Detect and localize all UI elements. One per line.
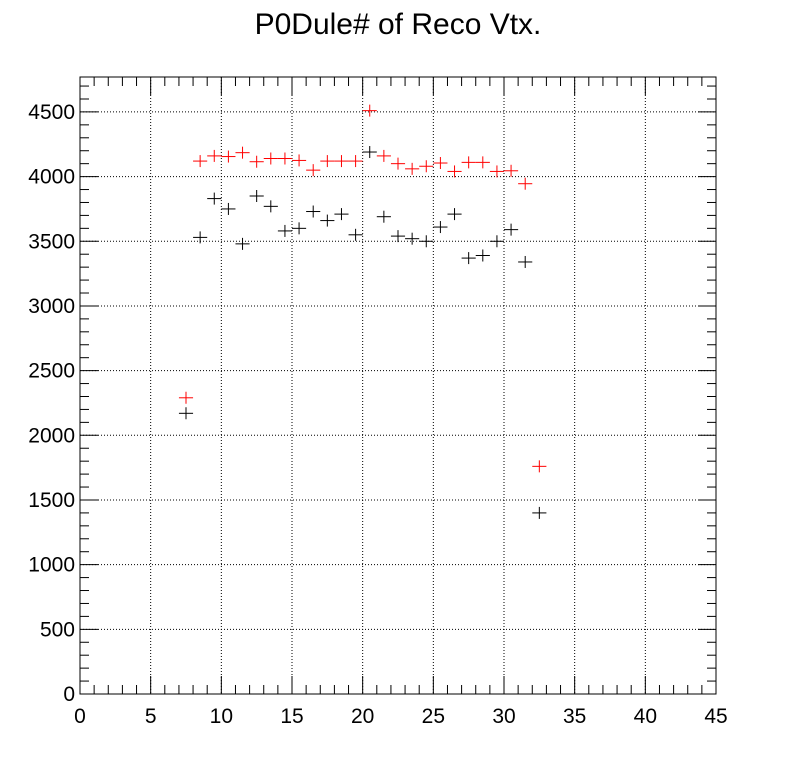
data-point bbox=[277, 224, 292, 237]
data-point bbox=[518, 255, 533, 268]
data-point bbox=[390, 157, 406, 170]
data-point bbox=[263, 152, 278, 165]
data-point bbox=[419, 235, 434, 248]
data-point bbox=[348, 155, 363, 168]
data-point bbox=[489, 165, 504, 178]
data-point bbox=[348, 228, 363, 241]
data-point bbox=[376, 210, 391, 223]
data-point bbox=[532, 460, 547, 473]
y-tick-label: 3500 bbox=[28, 230, 75, 253]
data-point bbox=[461, 252, 476, 265]
data-point bbox=[489, 235, 504, 248]
x-tick-label: 45 bbox=[704, 705, 727, 728]
data-point bbox=[249, 155, 264, 168]
data-point bbox=[461, 156, 476, 169]
data-point bbox=[235, 146, 250, 159]
data-point bbox=[235, 237, 250, 250]
y-tick-label: 4000 bbox=[28, 166, 75, 189]
data-point bbox=[207, 149, 222, 162]
data-point bbox=[277, 152, 292, 165]
x-tick-label: 25 bbox=[422, 705, 445, 728]
data-point bbox=[433, 157, 448, 170]
data-point bbox=[320, 155, 335, 168]
y-tick-label: 1500 bbox=[28, 489, 75, 512]
series-0 bbox=[178, 104, 547, 473]
data-point bbox=[178, 391, 194, 404]
data-point bbox=[306, 205, 321, 218]
data-point bbox=[334, 155, 349, 168]
data-point bbox=[221, 202, 236, 215]
data-point bbox=[447, 208, 462, 221]
data-point bbox=[362, 146, 377, 159]
data-point bbox=[390, 230, 406, 243]
data-point bbox=[334, 208, 349, 221]
data-point bbox=[405, 232, 420, 245]
data-point bbox=[249, 190, 264, 203]
plot-frame bbox=[79, 76, 717, 695]
series-1 bbox=[178, 146, 547, 519]
data-point bbox=[419, 160, 434, 173]
y-tick-label: 1000 bbox=[28, 554, 75, 577]
chart-title: P0Dule# of Reco Vtx. bbox=[254, 8, 542, 41]
data-point bbox=[475, 249, 490, 262]
y-tick-label: 3000 bbox=[28, 295, 75, 318]
tick-labels: 0 5 10 15 20 25 30 35 40 45 0 500 1000 1500 2000 2500 30… bbox=[28, 101, 727, 728]
x-tick-label: 5 bbox=[145, 705, 157, 728]
x-tick-label: 20 bbox=[351, 705, 374, 728]
data-point bbox=[433, 221, 448, 234]
data-point bbox=[178, 407, 194, 420]
data-point bbox=[447, 165, 462, 178]
y-tick-label: 2500 bbox=[28, 360, 75, 383]
data-point bbox=[207, 192, 222, 205]
data-point bbox=[475, 156, 490, 169]
data-point bbox=[263, 200, 278, 213]
data-point bbox=[320, 214, 335, 227]
x-tick-label: 10 bbox=[210, 705, 233, 728]
y-tick-label: 2000 bbox=[28, 424, 75, 447]
data-point bbox=[518, 177, 533, 190]
data-point bbox=[193, 155, 208, 168]
y-tick-label: 0 bbox=[63, 683, 75, 706]
data-point bbox=[306, 164, 321, 177]
data-point bbox=[292, 222, 307, 235]
x-tick-label: 0 bbox=[74, 705, 86, 728]
y-tick-label: 4500 bbox=[28, 101, 75, 124]
y-tick-label: 500 bbox=[40, 618, 75, 641]
data-point bbox=[504, 223, 519, 236]
x-tick-label: 35 bbox=[563, 705, 586, 728]
x-tick-label: 30 bbox=[492, 705, 515, 728]
data-point bbox=[504, 164, 519, 177]
data-point bbox=[292, 154, 307, 167]
data-series bbox=[178, 104, 547, 519]
x-tick-label: 40 bbox=[634, 705, 657, 728]
data-point bbox=[532, 506, 547, 519]
data-point bbox=[405, 162, 420, 175]
data-point bbox=[362, 104, 377, 117]
x-tick-label: 15 bbox=[280, 705, 303, 728]
data-point bbox=[376, 149, 391, 162]
data-point bbox=[221, 150, 236, 163]
data-point bbox=[193, 231, 208, 244]
